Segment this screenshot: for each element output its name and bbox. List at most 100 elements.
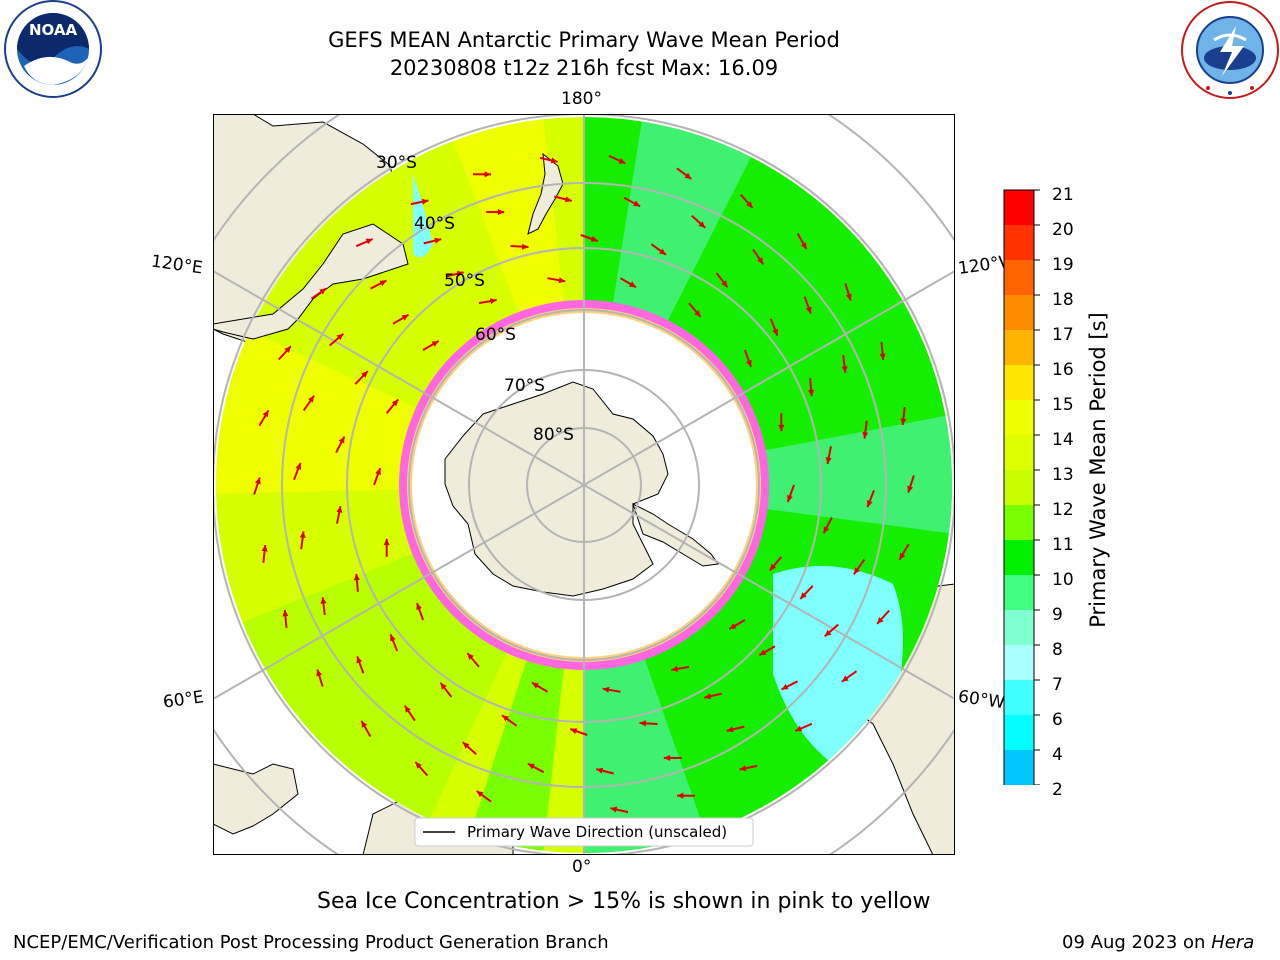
wave-arrow-head: [361, 720, 368, 728]
wave-arrow-head: [684, 172, 692, 179]
wave-arrow-head: [721, 280, 728, 288]
colorbar-tick-label: 2: [1052, 780, 1063, 800]
wave-arrow-head: [739, 765, 747, 772]
colorbar-tick-label: 7: [1052, 675, 1063, 695]
colorbar-segment: [1004, 540, 1034, 575]
wave-arrow-head: [353, 573, 360, 581]
wave-arrow-head: [769, 563, 777, 571]
colorbar-tick-label: 19: [1052, 255, 1074, 275]
wave-arrow-head: [746, 360, 752, 367]
wave-arrow-head: [596, 767, 604, 774]
colorbar-tick-label: 8: [1052, 640, 1063, 660]
wave-arrow-head: [456, 270, 464, 277]
colorbar-tick-label: 12: [1052, 500, 1074, 520]
wave-arrow-head: [462, 742, 470, 749]
wave-arrow-head: [694, 310, 701, 317]
wave-arrow-head: [824, 629, 832, 637]
lat-label-60s: 60°S: [475, 325, 516, 345]
wave-arrow-head: [319, 288, 327, 295]
colorbar: [1000, 185, 1050, 848]
wave-arrow-head: [282, 610, 289, 617]
wave-arrow-head: [383, 538, 390, 546]
wave-arrow-head: [639, 720, 646, 727]
wave-arrow-head: [570, 728, 578, 734]
colorbar-tick-label: 21: [1052, 185, 1074, 205]
wave-arrow-head: [900, 418, 907, 425]
wave-arrow-head: [590, 236, 598, 242]
map-legend: Primary Wave Direction (unscaled): [414, 817, 754, 847]
footer-date: 09 Aug 2023 on Hera: [1062, 932, 1254, 953]
wave-arrow-head: [490, 298, 497, 305]
colorbar-segment: [1004, 225, 1034, 260]
wave-arrow-head: [431, 341, 439, 347]
wave-arrow-head: [772, 328, 778, 336]
wave-arrow-head: [618, 158, 626, 164]
wave-arrow-head: [823, 526, 830, 534]
wave-arrow-head: [375, 468, 381, 476]
wave-arrow-head: [390, 634, 396, 642]
colorbar-segment: [1004, 505, 1034, 540]
wave-arrow-head: [527, 763, 535, 770]
wave-arrow-head: [899, 552, 906, 560]
wave-arrow-head: [877, 617, 884, 624]
wave-arrow-head: [522, 243, 529, 250]
lon-label-180: 180°: [561, 89, 602, 109]
colorbar-segment: [1004, 680, 1034, 715]
wave-arrow-head: [261, 545, 268, 552]
wave-arrow-head: [704, 693, 712, 700]
wave-arrow-head: [778, 424, 785, 432]
colorbar-segment: [1004, 610, 1034, 645]
wave-arrow-head: [800, 242, 807, 250]
colorbar-segment: [1004, 470, 1034, 505]
wave-arrow-head: [415, 762, 422, 769]
colorbar-label: Primary Wave Mean Period [s]: [1086, 312, 1110, 628]
wave-arrow-head: [401, 314, 409, 321]
wave-arrow-head: [671, 665, 678, 672]
lat-label-40s: 40°S: [414, 214, 455, 234]
wave-arrow-head: [602, 686, 610, 693]
lat-label-30s: 30°S: [376, 153, 417, 173]
wave-arrow-head: [805, 306, 812, 314]
wave-arrow-head: [299, 531, 306, 538]
wave-arrow-head: [262, 410, 269, 418]
wave-arrow-head: [336, 333, 344, 341]
wave-arrow-head: [787, 494, 793, 502]
wave-arrow-head: [467, 653, 474, 660]
colorbar-tick-label: 9: [1052, 605, 1063, 625]
wave-arrow-head: [404, 705, 411, 713]
lat-label-70s: 70°S: [504, 376, 545, 396]
wave-arrow-head: [284, 346, 291, 353]
svg-text:NOAA: NOAA: [29, 21, 78, 39]
wave-direction-arrows: [253, 154, 915, 814]
colorbar-tick-label: 13: [1052, 465, 1074, 485]
noaa-logo: NOAA: [2, 0, 104, 100]
colorbar-segment: [1004, 645, 1034, 680]
colorbar-tick-label: 11: [1052, 535, 1074, 555]
footer-branch: NCEP/EMC/Verification Post Processing Pr…: [13, 932, 609, 953]
polar-map: Primary Wave Direction (unscaled): [212, 113, 956, 856]
wave-arrow-head: [879, 353, 886, 360]
wave-arrow-head: [610, 806, 618, 813]
wave-arrow-head: [484, 171, 491, 178]
wave-arrow-head: [361, 371, 368, 378]
colorbar-segment: [1004, 330, 1034, 365]
colorbar-tick-label: 10: [1052, 570, 1074, 590]
wave-arrow-head: [356, 656, 363, 664]
wave-arrow-head: [365, 238, 373, 245]
wave-arrow-head: [316, 669, 323, 677]
wave-arrow-head: [746, 201, 753, 208]
lon-label-120e: 120°E: [149, 251, 204, 279]
wave-arrow-head: [862, 432, 869, 439]
wave-arrow-head: [379, 280, 387, 287]
colorbar-segment: [1004, 295, 1034, 330]
colorbar-segment: [1004, 750, 1034, 785]
wave-arrow-head: [564, 196, 572, 203]
footer-date-text: 09 Aug 2023 on: [1062, 932, 1206, 953]
colorbar-tick-label: 14: [1052, 430, 1074, 450]
colorbar-segment: [1004, 365, 1034, 400]
footer-host: Hera: [1211, 932, 1255, 953]
wave-arrow-head: [440, 682, 447, 690]
wave-arrow-head: [391, 399, 399, 407]
wave-arrow-head: [825, 457, 832, 464]
colorbar-tick-label: 4: [1052, 745, 1063, 765]
